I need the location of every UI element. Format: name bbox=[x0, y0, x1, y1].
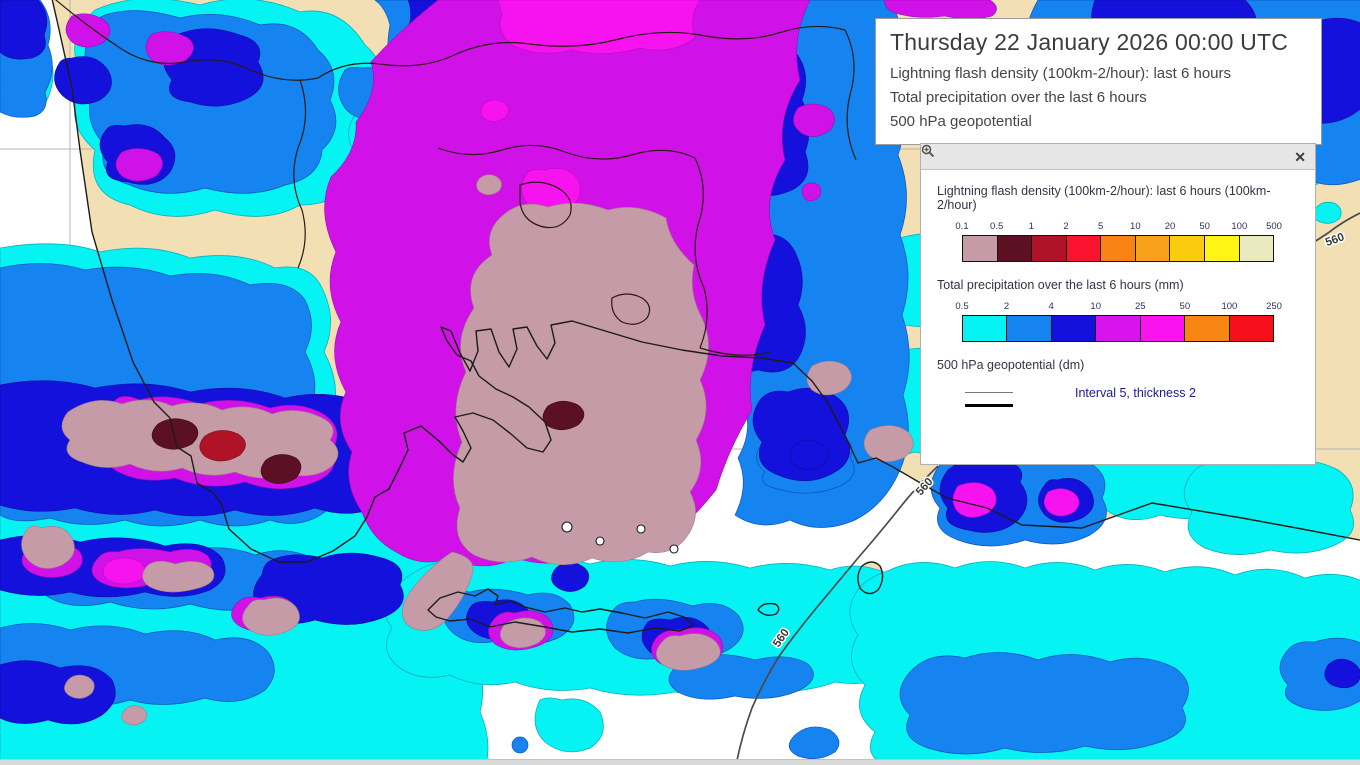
scale-tick: 0.5 bbox=[955, 301, 969, 312]
scale-tick: 100 bbox=[1221, 301, 1238, 312]
scale-tick: 20 bbox=[1164, 221, 1176, 232]
scale-swatch bbox=[1140, 316, 1186, 341]
scale-tick: 4 bbox=[1048, 301, 1054, 312]
forecast-datetime: Thursday 22 January 2026 00:00 UTC bbox=[890, 29, 1289, 55]
scale-tick: 5 bbox=[1098, 221, 1104, 232]
scale-tick: 0.5 bbox=[990, 221, 1004, 232]
legend-panel-body: Lightning flash density (100km-2/hour): … bbox=[921, 170, 1315, 407]
precip-color-scale: 0.5 2 4 10 25 50 100 250 bbox=[955, 301, 1282, 342]
close-icon[interactable]: ✕ bbox=[1294, 148, 1306, 165]
legend-panel-header: ✕ bbox=[921, 144, 1315, 170]
geopotential-legend-title: 500 hPa geopotential (dm) bbox=[937, 358, 1085, 372]
scale-swatch bbox=[963, 236, 998, 261]
lightning-color-scale: 0.1 0.5 1 2 5 10 20 50 100 500 bbox=[955, 221, 1282, 262]
islet-dots bbox=[561, 521, 679, 554]
scale-tick: 10 bbox=[1090, 301, 1101, 312]
zoom-out-icon[interactable] bbox=[921, 144, 967, 164]
scale-swatch bbox=[1185, 316, 1230, 341]
precip-scale-swatches bbox=[962, 315, 1274, 342]
scale-tick: 10 bbox=[1130, 221, 1141, 232]
scale-swatch bbox=[1051, 316, 1097, 341]
geopotential-line-sample: Interval 5, thickness 2 bbox=[965, 386, 1299, 407]
scale-swatch bbox=[1096, 316, 1141, 341]
scale-swatch bbox=[1066, 236, 1102, 261]
scale-swatch bbox=[997, 236, 1033, 261]
forecast-title-box: Thursday 22 January 2026 00:00 UTC Light… bbox=[875, 18, 1322, 145]
scale-tick: 25 bbox=[1134, 301, 1146, 312]
lightning-scale-swatches bbox=[962, 235, 1274, 262]
scale-tick: 1 bbox=[1028, 221, 1034, 232]
scale-swatch bbox=[1204, 236, 1240, 261]
precip-legend-title: Total precipitation over the last 6 hour… bbox=[937, 278, 1184, 292]
scale-tick: 100 bbox=[1231, 221, 1248, 232]
scale-swatch bbox=[1135, 236, 1171, 261]
precip-pink-layer bbox=[102, 0, 1080, 585]
scale-tick: 250 bbox=[1266, 301, 1282, 312]
contour-line-sample bbox=[965, 392, 1013, 407]
border-layer bbox=[54, 0, 857, 356]
lightning-legend-title: Lightning flash density (100km-2/hour): … bbox=[937, 184, 1271, 212]
scale-swatch bbox=[1007, 316, 1052, 341]
scale-tick: 50 bbox=[1179, 301, 1191, 312]
lightning-mauve-layer bbox=[21, 174, 914, 726]
lightning-darkred-layer bbox=[199, 430, 246, 462]
scale-swatch bbox=[1170, 236, 1205, 261]
forecast-param-geopotential: 500 hPa geopotential bbox=[890, 113, 1032, 130]
thick-contour-line bbox=[965, 404, 1013, 407]
scale-swatch bbox=[1239, 236, 1274, 261]
forecast-param-lightning: Lightning flash density (100km-2/hour): … bbox=[890, 65, 1232, 82]
scale-swatch bbox=[1229, 316, 1273, 341]
thin-contour-line bbox=[965, 392, 1013, 393]
scale-swatch bbox=[1032, 236, 1067, 261]
scale-swatch bbox=[1101, 236, 1136, 261]
scale-tick: 0.1 bbox=[955, 221, 969, 232]
scale-tick: 2 bbox=[1063, 221, 1069, 232]
window-bottom-bar bbox=[0, 759, 1360, 765]
lightning-maroon-layer bbox=[151, 400, 585, 484]
scale-tick: 50 bbox=[1199, 221, 1210, 232]
legend-panel: ✕ Lightning flash density (100km-2/hour)… bbox=[920, 143, 1316, 465]
forecast-param-precip: Total precipitation over the last 6 hour… bbox=[890, 89, 1147, 106]
scale-tick: 500 bbox=[1266, 221, 1282, 232]
precip-scale-ticks: 0.5 2 4 10 25 50 100 250 bbox=[955, 301, 1282, 315]
geopotential-interval-label: Interval 5, thickness 2 bbox=[1075, 385, 1196, 400]
lightning-scale-ticks: 0.1 0.5 1 2 5 10 20 50 100 500 bbox=[955, 221, 1282, 235]
scale-tick: 2 bbox=[1003, 301, 1010, 312]
scale-swatch bbox=[963, 316, 1008, 341]
